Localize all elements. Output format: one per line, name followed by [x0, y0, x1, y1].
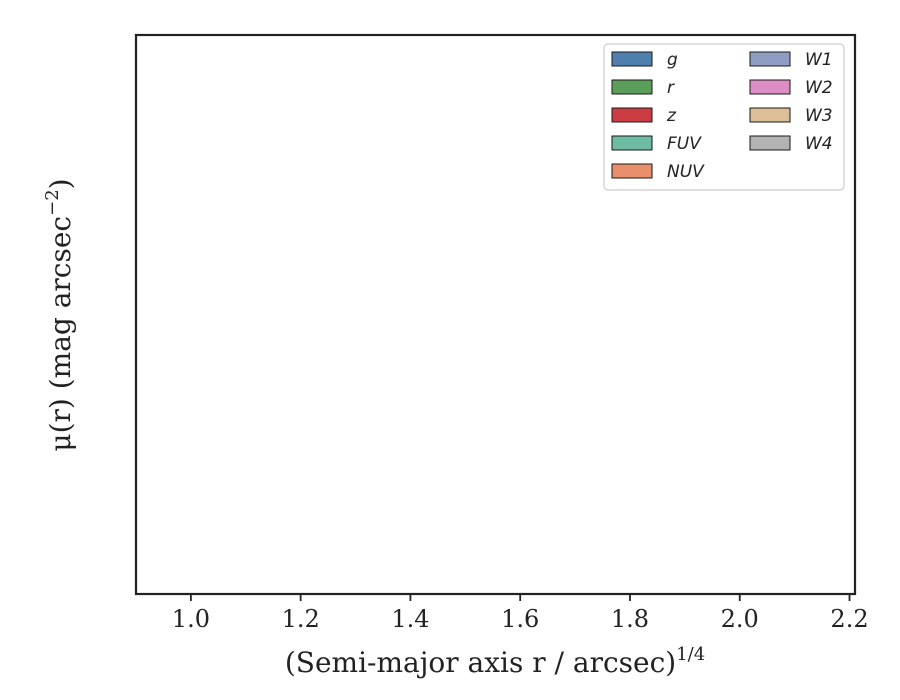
legend-swatch-nuv [611, 163, 653, 179]
legend-label-g: g [667, 50, 678, 70]
legend-swatch-w2 [749, 79, 791, 95]
x-tick-label: 2.2 [830, 605, 868, 633]
legend-label-w3: W3 [805, 106, 833, 126]
x-tick-label: 1.2 [282, 605, 320, 633]
legend-label-fuv: FUV [667, 134, 702, 154]
x-tick-label: 1.6 [501, 605, 539, 633]
x-ticks: 1.0 1.2 1.4 1.6 1.8 2.0 2.2 [172, 594, 869, 633]
x-tick-label: 1.4 [391, 605, 429, 633]
legend-swatch-g [611, 51, 653, 67]
y-axis-label: μ(r) (mag arcsec−2) [42, 178, 77, 451]
legend-swatch-fuv [611, 135, 653, 151]
legend-swatch-r [611, 79, 653, 95]
x-tick-label: 1.0 [172, 605, 210, 633]
legend-swatch-w1 [749, 51, 791, 67]
legend-label-z: z [666, 106, 677, 126]
x-axis-label: (Semi-major axis r / arcsec)1/4 [285, 644, 705, 679]
legend-swatch-w3 [749, 107, 791, 123]
legend-label-w1: W1 [805, 50, 833, 70]
legend-label-w4: W4 [805, 134, 833, 154]
axes-frame [134, 33, 857, 596]
legend-swatch-z [611, 107, 653, 123]
legend-label-w2: W2 [805, 78, 833, 98]
legend: grz FUV NUV W1 W2 W3 W4 [603, 43, 845, 191]
legend-swatch-w4 [749, 135, 791, 151]
plot-border [134, 33, 857, 596]
x-tick-label: 1.8 [611, 605, 649, 633]
legend-label-nuv: NUV [667, 162, 705, 182]
legend-label-r: r [667, 78, 675, 98]
x-tick-label: 2.0 [721, 605, 759, 633]
